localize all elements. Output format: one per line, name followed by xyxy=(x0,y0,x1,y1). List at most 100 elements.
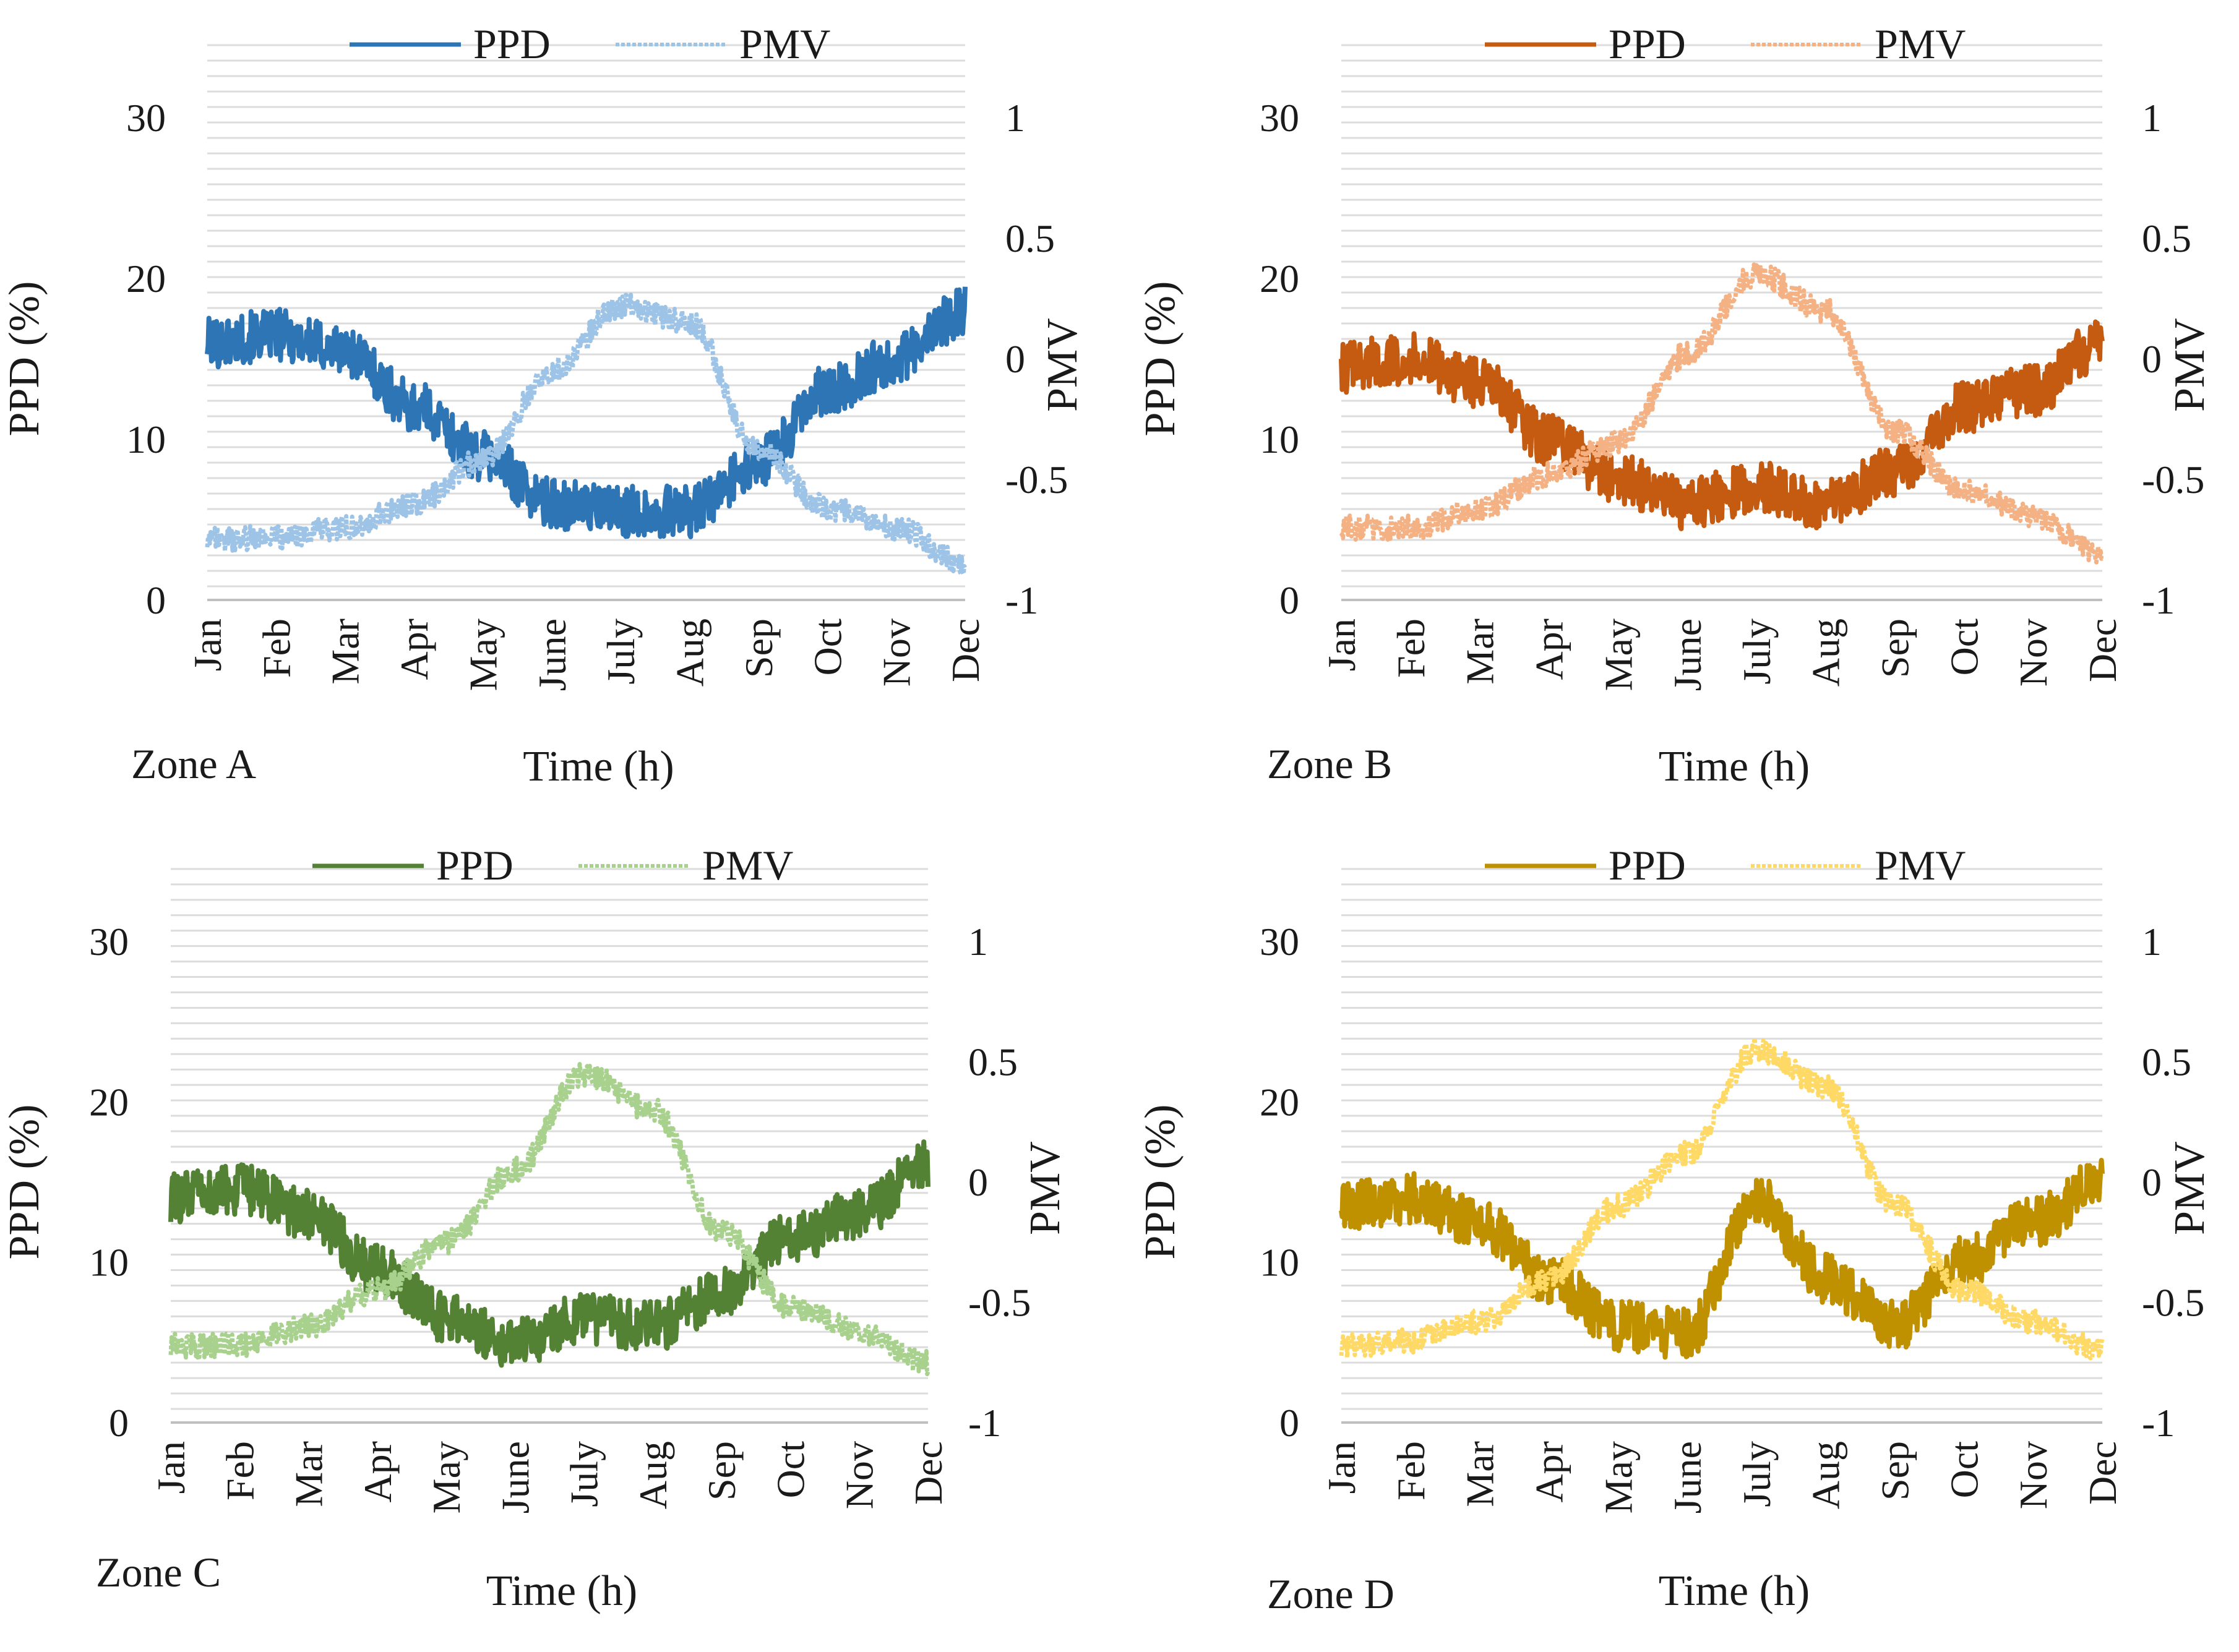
x-tick-label: Aug xyxy=(1804,1441,1848,1509)
y-tick-label: 10 xyxy=(126,417,166,461)
legend-label-pmv: PMV xyxy=(702,842,793,889)
legend: PPD PMV xyxy=(1485,842,1966,889)
y-tick-label: 30 xyxy=(89,920,129,964)
zone-label: Zone D xyxy=(1267,1570,1395,1617)
y-tick-label: 20 xyxy=(1260,1080,1299,1124)
y-tick-label: 0 xyxy=(1279,578,1299,622)
x-tick-label: Sep xyxy=(1873,618,1917,678)
legend-label-pmv: PMV xyxy=(1875,20,1966,67)
y-tick-label: 10 xyxy=(1260,1241,1299,1285)
x-tick-label: Feb xyxy=(1389,618,1433,678)
x-tick-label: Feb xyxy=(1389,1441,1433,1500)
y2-tick-label: -1 xyxy=(2142,1401,2175,1445)
y2-tick-label: 0.5 xyxy=(2142,1040,2191,1084)
x-tick-label: Jan xyxy=(149,1441,193,1494)
series-line-ppd xyxy=(1339,319,2105,531)
y-axis-title: PPD (%) xyxy=(1137,1105,1184,1260)
y-axis-title: PPD (%) xyxy=(1,1105,48,1260)
x-tick-label: Oct xyxy=(768,1441,812,1499)
series-line-pmv xyxy=(1339,262,2104,565)
chart-panel-1: 0 10 20 30 -1 -0.5 0 0.5 1 Jan Feb Mar Apr May June Jul… xyxy=(1,20,1086,790)
x-tick-label: July xyxy=(599,618,643,685)
x-axis-title: Time (h) xyxy=(1659,743,1810,790)
gridlines xyxy=(171,868,928,1410)
x-axis-title: Time (h) xyxy=(486,1567,637,1615)
x-tick-label: Sep xyxy=(700,1441,744,1500)
x-tick-label: July xyxy=(1735,1441,1779,1507)
y2-tick-label: -0.5 xyxy=(2142,458,2204,502)
x-tick-label: June xyxy=(493,1441,537,1513)
x-tick-label: June xyxy=(1665,618,1709,691)
y2-axis-title: PMV xyxy=(2166,318,2214,412)
x-tick-label: Mar xyxy=(287,1441,331,1507)
x-tick-label: Sep xyxy=(737,618,781,678)
y2-tick-label: 0 xyxy=(2142,1160,2162,1204)
legend: PPD PMV xyxy=(1485,20,1966,67)
x-tick-label: Apr xyxy=(1527,618,1571,680)
y2-tick-label: -1 xyxy=(1005,578,1038,622)
y2-tick-label: 1 xyxy=(1005,96,1025,140)
legend-label-ppd: PPD xyxy=(1609,842,1686,889)
y2-tick-label: 0.5 xyxy=(2142,216,2191,260)
legend-label-ppd: PPD xyxy=(473,20,551,67)
y-tick-label: 30 xyxy=(1260,920,1299,964)
y-tick-label: 30 xyxy=(126,96,166,140)
y2-tick-label: 1 xyxy=(2142,920,2162,964)
x-tick-label: July xyxy=(1735,618,1779,685)
legend-label-pmv: PMV xyxy=(739,20,830,67)
y-tick-label: 0 xyxy=(109,1401,129,1445)
x-tick-label: Apr xyxy=(356,1441,400,1503)
y2-tick-label: -1 xyxy=(968,1401,1001,1445)
y-tick-label: 20 xyxy=(89,1080,129,1124)
x-tick-label: Dec xyxy=(2081,1441,2125,1505)
zone-label: Zone A xyxy=(131,740,256,787)
series-line-ppd xyxy=(168,1139,930,1368)
x-tick-label: Mar xyxy=(1458,618,1502,685)
y-tick-label: 10 xyxy=(89,1241,129,1285)
y-tick-label: 20 xyxy=(126,257,166,301)
y-tick-label: 20 xyxy=(1260,257,1299,301)
y-axis-title: PPD (%) xyxy=(1,281,48,437)
legend-label-ppd: PPD xyxy=(436,842,514,889)
x-tick-label: Sep xyxy=(1873,1441,1917,1500)
y-tick-label: 30 xyxy=(1260,96,1299,140)
legend: PPD PMV xyxy=(312,842,793,889)
series-line-pmv xyxy=(168,1062,930,1377)
y2-tick-label: 0.5 xyxy=(968,1040,1018,1084)
x-tick-label: Jan xyxy=(1320,1441,1364,1494)
x-tick-label: Feb xyxy=(218,1441,262,1500)
x-tick-label: Apr xyxy=(1527,1441,1571,1503)
series-line-pmv xyxy=(205,293,967,576)
legend: PPD PMV xyxy=(350,20,830,67)
y2-tick-label: -0.5 xyxy=(968,1281,1031,1325)
y-axis-title: PPD (%) xyxy=(1137,281,1184,437)
x-tick-label: May xyxy=(1596,618,1640,691)
x-tick-label: May xyxy=(424,1441,468,1513)
y2-tick-label: 1 xyxy=(2142,96,2162,140)
y-tick-label: 0 xyxy=(1279,1401,1299,1445)
x-tick-label: Nov xyxy=(2011,1441,2055,1509)
y2-tick-label: 0 xyxy=(968,1160,988,1204)
y2-tick-label: 0.5 xyxy=(1005,216,1055,260)
x-axis-title: Time (h) xyxy=(523,743,674,790)
x-tick-label: May xyxy=(461,618,505,691)
legend-label-ppd: PPD xyxy=(1609,20,1686,67)
y2-axis-title: PMV xyxy=(2166,1141,2214,1235)
series-line-pmv xyxy=(1339,1036,2105,1361)
x-tick-label: Nov xyxy=(838,1441,882,1509)
x-tick-label: Oct xyxy=(1942,1441,1986,1499)
y2-tick-label: 0 xyxy=(2142,337,2162,381)
zone-label: Zone B xyxy=(1267,740,1392,787)
series-line-ppd xyxy=(205,286,968,539)
x-tick-label: Mar xyxy=(1458,1441,1502,1507)
x-tick-label: Nov xyxy=(875,618,919,687)
x-tick-label: July xyxy=(562,1441,606,1507)
x-tick-label: Aug xyxy=(668,618,712,687)
x-tick-label: Mar xyxy=(324,618,367,685)
x-tick-label: Apr xyxy=(392,618,436,680)
y2-axis-title: PMV xyxy=(1039,318,1086,412)
y2-tick-label: 0 xyxy=(1005,337,1025,381)
y2-tick-label: -1 xyxy=(2142,578,2175,622)
y2-tick-label: 1 xyxy=(968,920,988,964)
